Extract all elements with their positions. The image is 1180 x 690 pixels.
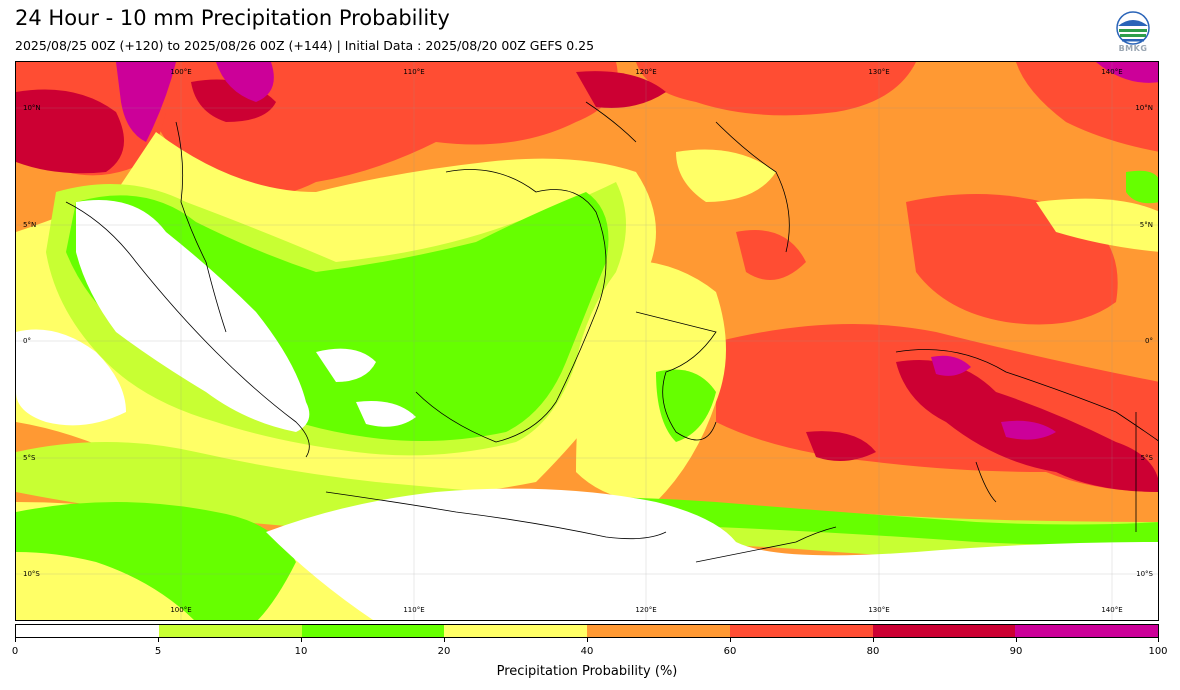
legend-tick-mark bbox=[1016, 638, 1017, 642]
lon-label-top-140: 140°E bbox=[1101, 68, 1122, 76]
legend-tick-mark bbox=[587, 638, 588, 642]
legend-tick-mark bbox=[730, 638, 731, 642]
legend-tick-label: 40 bbox=[580, 646, 594, 657]
logo-text: BMKG bbox=[1118, 44, 1148, 53]
lon-label-top-130: 130°E bbox=[868, 68, 889, 76]
lat-label-left-0: 0° bbox=[23, 337, 31, 345]
lat-label-left-10s: 10°S bbox=[23, 570, 40, 578]
lon-label-top-120: 120°E bbox=[635, 68, 656, 76]
legend-tick-mark bbox=[444, 638, 445, 642]
chart-subtitle: 2025/08/25 00Z (+120) to 2025/08/26 00Z … bbox=[15, 38, 595, 53]
legend-tick-label: 90 bbox=[1009, 646, 1023, 657]
legend-colorbar bbox=[15, 624, 1159, 638]
legend-tick-mark bbox=[158, 638, 159, 642]
legend-tick-mark bbox=[301, 638, 302, 642]
legend-title: Precipitation Probability (%) bbox=[496, 664, 678, 679]
legend-swatch-40-60 bbox=[587, 625, 730, 637]
lat-label-right-5s: 5°S bbox=[1141, 454, 1154, 462]
legend-tick-label: 60 bbox=[723, 646, 737, 657]
legend-swatch-5-10 bbox=[158, 625, 302, 637]
legend-swatch-20-40 bbox=[444, 625, 587, 637]
legend-tick-label: 0 bbox=[11, 646, 19, 657]
lon-label-bottom-100: 100°E bbox=[170, 606, 191, 614]
legend-tick-label: 20 bbox=[437, 646, 451, 657]
legend-swatch-90-100 bbox=[1015, 625, 1158, 637]
precipitation-map: 100°E 110°E 120°E 130°E 140°E 100°E 110°… bbox=[15, 61, 1159, 621]
chart-title: 24 Hour - 10 mm Precipitation Probabilit… bbox=[15, 6, 450, 30]
legend-tick-label: 80 bbox=[866, 646, 880, 657]
legend-swatch-10-20 bbox=[301, 625, 445, 637]
lon-label-top-100: 100°E bbox=[170, 68, 191, 76]
lon-label-bottom-110: 110°E bbox=[403, 606, 424, 614]
lat-label-left-10n: 10°N bbox=[23, 104, 41, 112]
legend-tick-mark bbox=[1158, 638, 1159, 642]
legend-swatch-60-80 bbox=[729, 625, 873, 637]
lat-label-right-0: 0° bbox=[1145, 337, 1153, 345]
lon-label-top-110: 110°E bbox=[403, 68, 424, 76]
lon-label-bottom-140: 140°E bbox=[1101, 606, 1122, 614]
legend-tick-label: 5 bbox=[154, 646, 162, 657]
legend-tick-mark bbox=[15, 638, 16, 642]
lat-label-right-10n: 10°N bbox=[1135, 104, 1153, 112]
legend-tick-label: 100 bbox=[1148, 646, 1168, 657]
legend-swatch-0-5 bbox=[16, 625, 159, 637]
legend-swatch-80-90 bbox=[872, 625, 1016, 637]
lat-label-right-10s: 10°S bbox=[1136, 570, 1153, 578]
lon-label-bottom-130: 130°E bbox=[868, 606, 889, 614]
lat-label-left-5n: 5°N bbox=[23, 221, 36, 229]
legend-tick-label: 10 bbox=[294, 646, 308, 657]
legend-tick-mark bbox=[873, 638, 874, 642]
lat-label-right-5n: 5°N bbox=[1140, 221, 1153, 229]
lon-label-bottom-120: 120°E bbox=[635, 606, 656, 614]
lat-label-left-5s: 5°S bbox=[23, 454, 36, 462]
bmkg-logo-icon bbox=[1116, 11, 1150, 45]
